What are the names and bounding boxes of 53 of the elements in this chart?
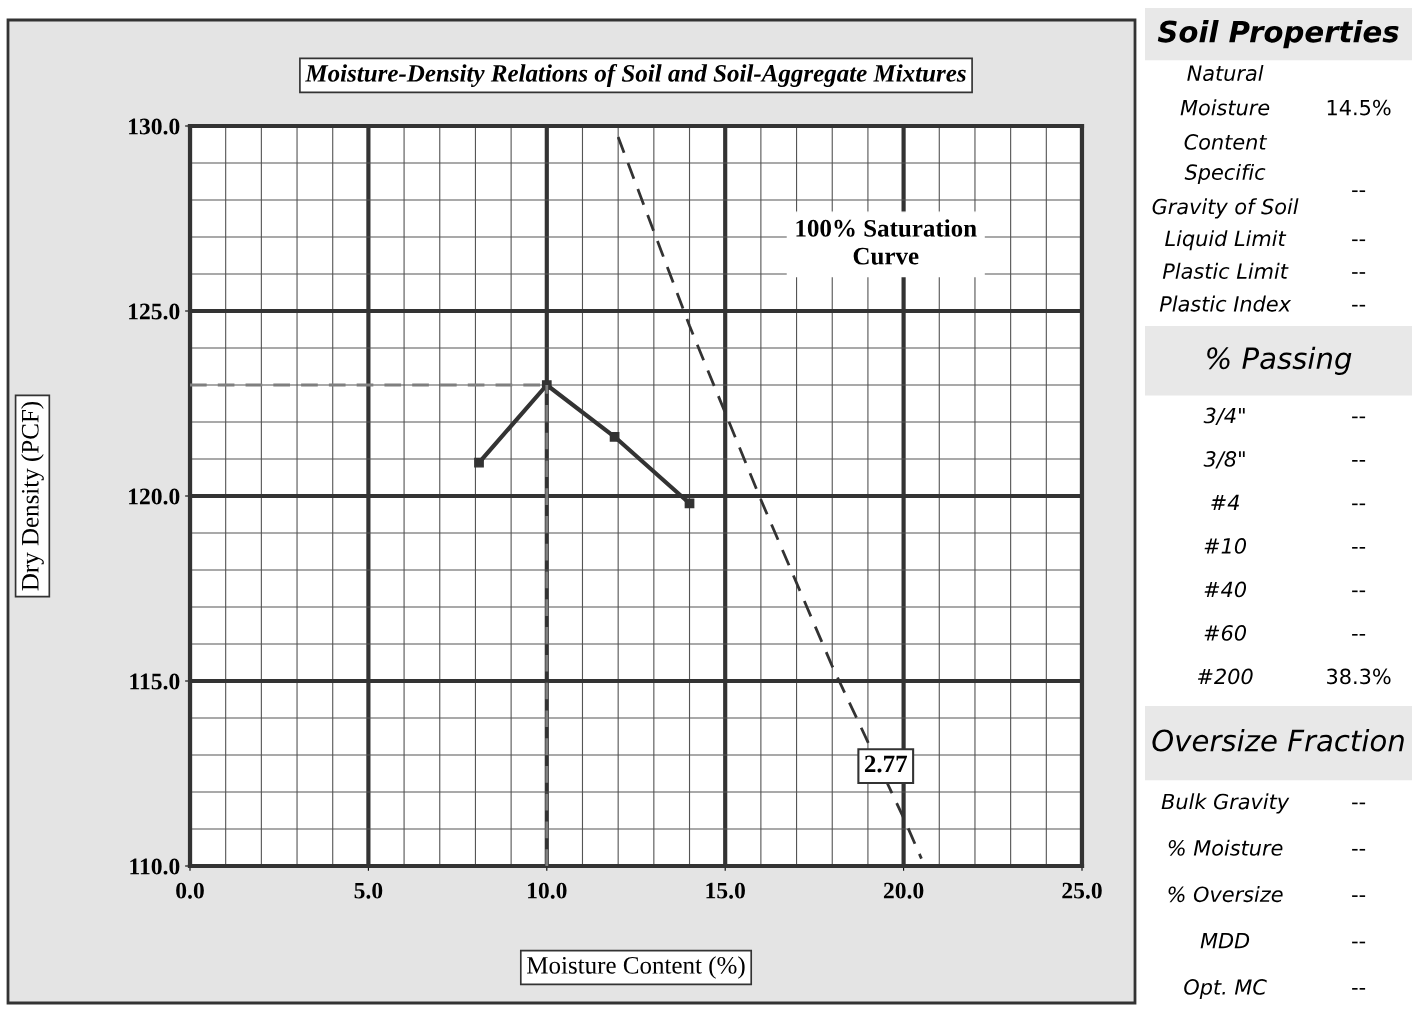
category-label: 3/4" — [1203, 407, 1245, 426]
text: -- — [1352, 239, 1366, 242]
category-label: Natural Moisture Content — [1180, 64, 1270, 150]
category-label: #10 — [1204, 538, 1247, 554]
category-label: #60 — [1204, 625, 1247, 641]
annotation: 100% Saturation Curve — [796, 219, 977, 265]
y-tick-label: 125.0 — [129, 303, 180, 320]
y-tick-label: 110.0 — [130, 858, 180, 875]
category-label: % Oversize — [1168, 886, 1283, 903]
text: % Passing — [1207, 346, 1352, 375]
x-axis-title: Moisture Content (%) — [527, 956, 745, 979]
category-label: #4 — [1211, 494, 1239, 511]
category-label: Bulk Gravity — [1161, 793, 1290, 814]
category-label: Plastic Limit — [1162, 262, 1289, 279]
text: -- — [1352, 633, 1366, 636]
annotation: 2.77 — [864, 755, 908, 773]
text: -- — [1352, 304, 1366, 307]
category-label: Opt. MC — [1184, 979, 1267, 999]
text: 14.5% — [1327, 99, 1391, 116]
category-label: Specific Gravity of Soil — [1152, 163, 1299, 219]
text: Oversize Fraction — [1152, 728, 1404, 752]
text: -- — [1352, 416, 1366, 419]
category-label: #40 — [1204, 581, 1247, 598]
category-label: 3/8" — [1203, 451, 1245, 469]
text: -- — [1352, 590, 1366, 593]
text: 38.3% — [1327, 668, 1391, 685]
y-tick-label: 130.0 — [129, 118, 180, 135]
y-tick-label: 115.0 — [130, 673, 180, 690]
text: -- — [1352, 848, 1366, 851]
category-label: MDD — [1200, 933, 1250, 949]
text: -- — [1352, 460, 1366, 462]
text: -- — [1352, 895, 1366, 897]
text: -- — [1352, 190, 1366, 193]
text: -- — [1352, 547, 1366, 549]
x-tick-label: 15.0 — [706, 882, 745, 899]
text: -- — [1352, 802, 1366, 805]
x-tick-label: 5.0 — [354, 882, 383, 899]
x-tick-label: 10.0 — [528, 882, 567, 899]
category-label: Plastic Index — [1159, 295, 1292, 312]
text: -- — [1352, 503, 1366, 506]
category-label: #200 — [1197, 668, 1253, 685]
category-label: Liquid Limit — [1165, 230, 1287, 251]
x-tick-label: 20.0 — [883, 882, 924, 899]
category-label: % Moisture — [1168, 839, 1283, 856]
text: Soil Properties — [1157, 20, 1399, 49]
text: -- — [1352, 941, 1366, 944]
x-tick-label: 25.0 — [1062, 882, 1102, 899]
x-tick-label: 0.0 — [176, 882, 204, 899]
y-axis-title: Dry Density (PCF) — [21, 401, 44, 591]
text: -- — [1352, 988, 1366, 990]
y-tick-label: 120.0 — [129, 488, 180, 505]
text: -- — [1352, 272, 1366, 274]
chart-title: Moisture-Density Relations of Soil and Soil-Aggregate Mixtures — [305, 63, 966, 87]
